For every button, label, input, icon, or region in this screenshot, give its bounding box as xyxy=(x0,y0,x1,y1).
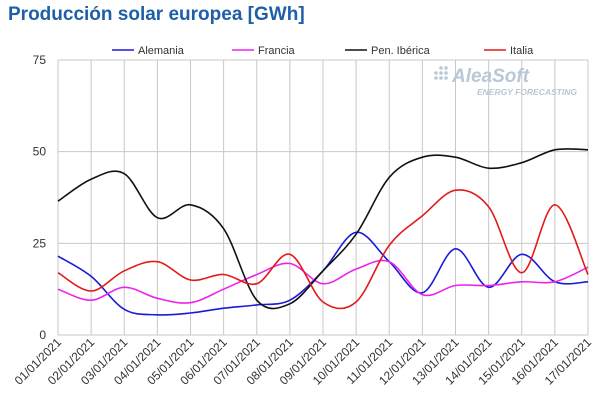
logo-tagline: ENERGY FORECASTING xyxy=(477,87,577,97)
logo-dot xyxy=(439,76,443,80)
y-tick-label: 25 xyxy=(33,236,47,250)
logo-dot xyxy=(444,66,448,70)
logo-name: AleaSoft xyxy=(451,66,530,87)
grid xyxy=(57,59,589,336)
chart-title: Producción solar europea [GWh] xyxy=(8,4,305,25)
y-tick-label: 50 xyxy=(33,145,47,159)
logo-dot xyxy=(444,76,448,80)
logo-dot xyxy=(434,71,438,75)
x-axis: 01/01/202102/01/202103/01/202104/01/2021… xyxy=(12,335,595,388)
legend-label: Pen. Ibérica xyxy=(371,45,431,57)
logo-dot xyxy=(439,71,443,75)
dot-grid-icon xyxy=(434,66,448,80)
series-line-pen-iberica xyxy=(57,148,589,310)
y-tick-label: 0 xyxy=(39,328,46,342)
series-line-italia xyxy=(57,189,589,310)
legend-label: Francia xyxy=(258,45,296,57)
logo-dot xyxy=(439,66,443,70)
logo-dot xyxy=(444,71,448,75)
legend-label: Italia xyxy=(510,45,534,57)
logo-dot xyxy=(434,76,438,80)
legend-label: Alemania xyxy=(138,45,185,57)
series-line-francia xyxy=(57,259,589,304)
legend: Alemania Francia Pen. Ibérica Italia xyxy=(112,45,534,57)
aleasoft-logo: AleaSoft ENERGY FORECASTING xyxy=(434,66,577,97)
y-axis: 0 25 50 75 xyxy=(33,53,47,342)
y-tick-label: 75 xyxy=(33,53,47,67)
series-lines xyxy=(57,148,589,316)
